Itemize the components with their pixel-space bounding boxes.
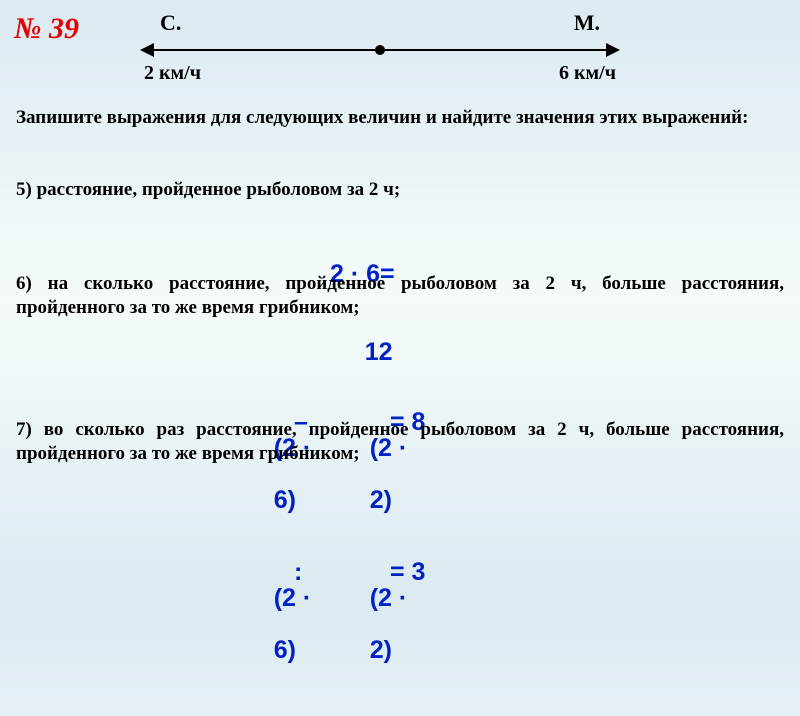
a7-lhs-top: (2 · [274,584,312,612]
answer-7: (2 · 6) : (2 · 2) = 3 [232,506,425,716]
a7-op: : [294,559,328,585]
question-7: 7) во сколько раз расстояние, пройденное… [16,418,784,466]
a7-lhs-bot: 6) [274,636,296,664]
prompt-text: Запишите выражения для следующих величин… [16,106,784,130]
a7-eq: = 3 [390,559,425,585]
diagram-label-left: С. [160,10,181,36]
diagram-axis [140,40,620,60]
diagram-label-right: М. [574,10,600,36]
a7-rhs-top: (2 · [370,584,408,612]
problem-number: № 39 [14,12,79,46]
arrow-left-icon [140,43,154,57]
arrow-right-icon [606,43,620,57]
question-6: 6) на сколько расстояние, пройденное рыб… [16,272,784,320]
center-dot-icon [375,45,385,55]
question-5: 5) расстояние, пройденное рыболовом за 2… [16,178,784,202]
diagram: С. М. 2 км/ч 6 км/ч [140,10,620,90]
a7-rhs-bot: 2) [370,636,392,664]
speed-left: 2 км/ч [144,62,201,85]
speed-right: 6 км/ч [559,62,616,85]
